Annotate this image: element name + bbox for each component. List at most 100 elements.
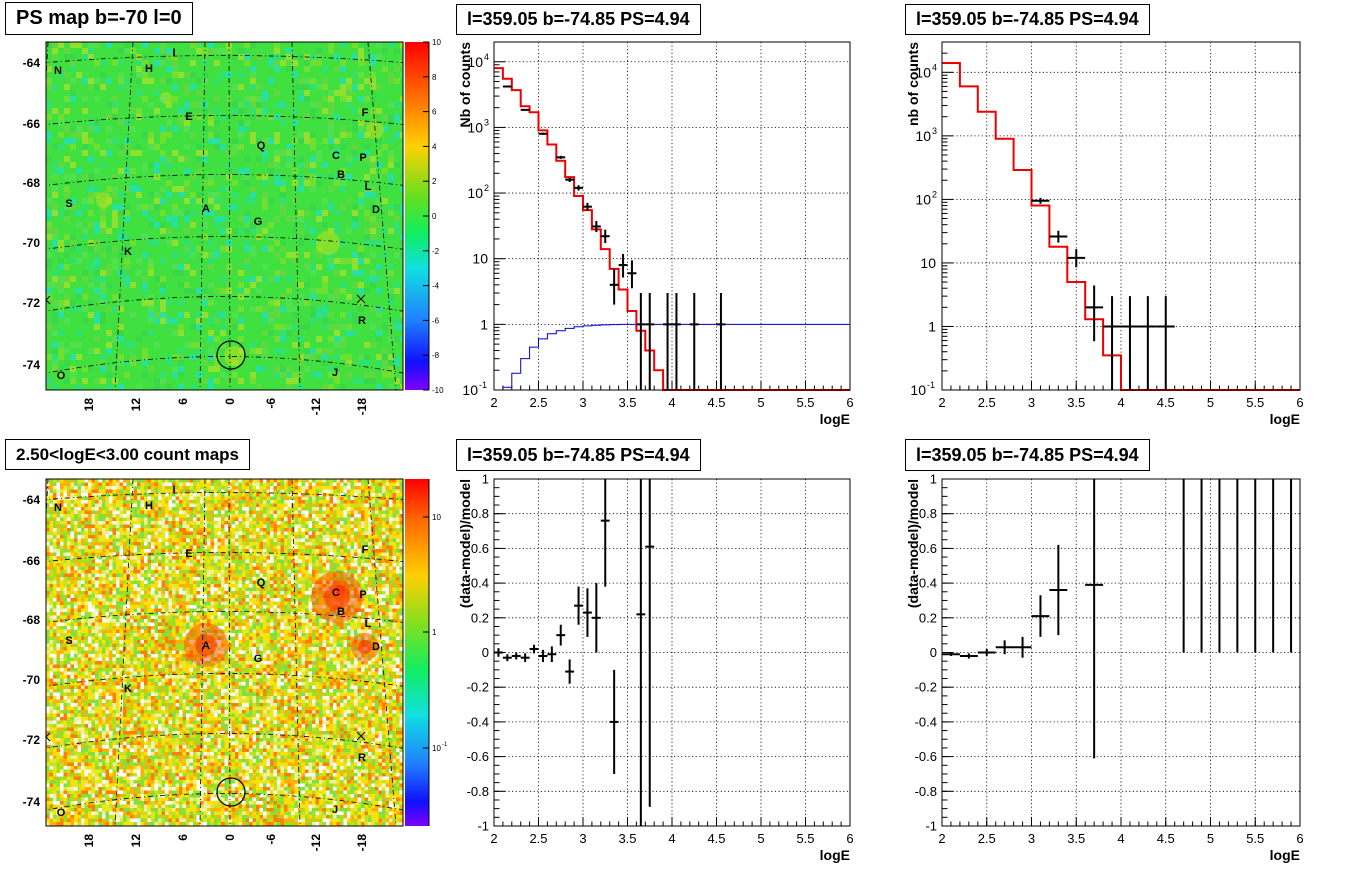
map-pixel bbox=[399, 500, 403, 504]
map-pixel bbox=[165, 496, 169, 500]
map-pixel bbox=[200, 521, 204, 525]
map-pixel bbox=[56, 510, 60, 514]
map-pixel bbox=[370, 192, 376, 198]
map-pixel bbox=[375, 535, 379, 539]
map-pixel bbox=[112, 549, 116, 553]
map-pixel bbox=[347, 535, 351, 539]
map-pixel bbox=[166, 240, 172, 246]
map-pixel bbox=[298, 489, 302, 493]
map-pixel bbox=[193, 580, 197, 584]
map-pixel bbox=[340, 240, 346, 246]
map-pixel bbox=[64, 54, 70, 60]
map-pixel bbox=[388, 204, 394, 210]
map-pixel bbox=[375, 482, 379, 486]
map-pixel bbox=[118, 228, 124, 234]
map-pixel bbox=[175, 524, 179, 528]
map-pixel bbox=[333, 514, 337, 518]
map-pixel bbox=[46, 222, 52, 228]
map-pixel bbox=[368, 556, 372, 560]
map-pixel bbox=[361, 510, 365, 514]
map-pixel bbox=[56, 531, 60, 535]
map-pixel bbox=[202, 150, 208, 156]
map-pixel bbox=[112, 535, 116, 539]
map-pixel bbox=[368, 580, 372, 584]
map-pixel bbox=[389, 486, 393, 490]
map-pixel bbox=[154, 584, 158, 588]
map-pixel bbox=[298, 132, 304, 138]
map-pixel bbox=[208, 366, 214, 372]
map-pixel bbox=[280, 573, 284, 577]
map-pixel bbox=[148, 138, 154, 144]
map-pixel bbox=[84, 580, 88, 584]
map-pixel bbox=[70, 556, 74, 560]
map-pixel bbox=[292, 258, 298, 264]
map-pixel bbox=[280, 60, 286, 66]
map-pixel bbox=[109, 517, 113, 521]
map-pixel bbox=[292, 84, 298, 90]
map-pixel bbox=[81, 500, 85, 504]
map-pixel bbox=[308, 486, 312, 490]
map-pixel bbox=[394, 318, 400, 324]
map-pixel bbox=[304, 114, 310, 120]
map-pixel bbox=[286, 294, 292, 300]
map-pixel bbox=[361, 486, 365, 490]
map-pixel bbox=[263, 482, 267, 486]
map-pixel bbox=[74, 559, 78, 563]
map-pixel bbox=[84, 559, 88, 563]
map-pixel bbox=[396, 489, 400, 493]
map-pixel bbox=[217, 500, 221, 504]
map-pixel bbox=[371, 507, 375, 511]
map-pixel bbox=[221, 552, 225, 556]
map-pixel bbox=[154, 507, 158, 511]
map-pixel bbox=[245, 486, 249, 490]
map-pixel bbox=[119, 556, 123, 560]
map-pixel bbox=[63, 552, 67, 556]
map-pixel bbox=[358, 120, 364, 126]
map-pixel bbox=[70, 552, 74, 556]
map-pixel bbox=[291, 538, 295, 542]
map-pixel bbox=[52, 270, 58, 276]
map-pixel bbox=[76, 330, 82, 336]
map-pixel bbox=[364, 342, 370, 348]
map-pixel bbox=[277, 538, 281, 542]
map-pixel bbox=[175, 493, 179, 497]
map-pixel bbox=[53, 542, 57, 546]
map-pixel bbox=[310, 204, 316, 210]
map-pixel bbox=[178, 120, 184, 126]
map-pixel bbox=[94, 144, 100, 150]
map-pixel bbox=[280, 372, 286, 378]
map-pixel bbox=[364, 521, 368, 525]
map-pixel bbox=[322, 282, 328, 288]
map-pixel bbox=[88, 312, 94, 318]
map-pixel bbox=[244, 90, 250, 96]
map-pixel bbox=[161, 591, 165, 595]
map-pixel bbox=[190, 114, 196, 120]
map-pixel bbox=[280, 580, 284, 584]
map-pixel bbox=[98, 559, 102, 563]
map-pixel bbox=[385, 503, 389, 507]
map-pixel bbox=[74, 549, 78, 553]
map-pixel bbox=[354, 542, 358, 546]
map-pixel bbox=[340, 563, 344, 567]
map-pixel bbox=[284, 556, 288, 560]
map-pixel bbox=[245, 479, 249, 483]
map-pixel bbox=[252, 531, 256, 535]
map-pixel bbox=[46, 324, 52, 330]
map-pixel bbox=[147, 535, 151, 539]
map-pixel bbox=[286, 60, 292, 66]
map-pixel bbox=[46, 234, 52, 240]
map-pixel bbox=[358, 294, 364, 300]
map-pixel bbox=[392, 503, 396, 507]
map-pixel bbox=[232, 108, 238, 114]
map-pixel bbox=[270, 482, 274, 486]
map-pixel bbox=[315, 577, 319, 581]
map-pixel bbox=[49, 517, 53, 521]
map-pixel bbox=[375, 577, 379, 581]
map-pixel bbox=[76, 246, 82, 252]
map-pixel bbox=[361, 517, 365, 521]
map-pixel bbox=[175, 510, 179, 514]
map-pixel bbox=[319, 535, 323, 539]
map-pixel bbox=[148, 162, 154, 168]
map-pixel bbox=[252, 486, 256, 490]
map-pixel bbox=[336, 496, 340, 500]
